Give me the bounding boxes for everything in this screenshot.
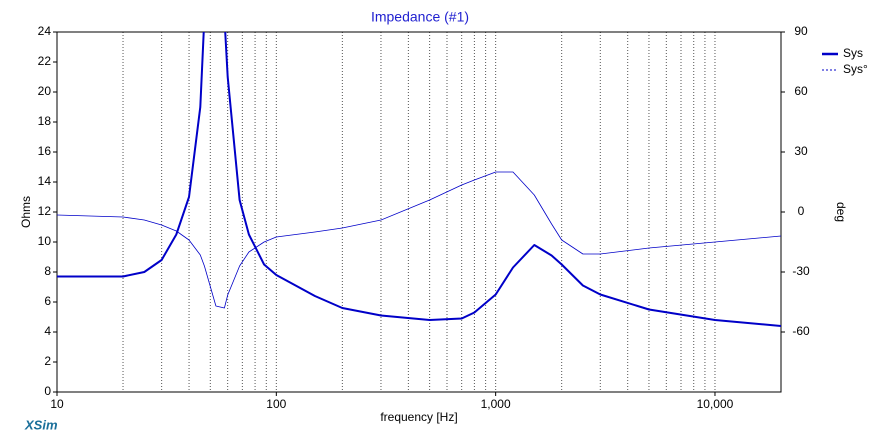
series-line: [57, 171, 781, 309]
y2-tick-label: 0: [798, 204, 805, 218]
chart-title: Impedance (#1): [371, 9, 469, 25]
y-tick-label: 8: [44, 264, 51, 278]
legend-label: Sys: [843, 46, 863, 60]
y-axis-label: Ohms: [19, 196, 33, 228]
y2-tick-label: 90: [794, 24, 808, 38]
y-tick-label: 10: [38, 234, 52, 248]
y-tick-label: 18: [38, 114, 52, 128]
y-tick-label: 12: [38, 204, 52, 218]
y2-tick-label: 30: [794, 144, 808, 158]
x-tick-label: 1,000: [481, 397, 511, 411]
x-tick-label: 10: [50, 397, 64, 411]
x-tick-label: 10,000: [697, 397, 734, 411]
y2-axis-label: deg: [834, 202, 848, 222]
y2-tick-label: -30: [792, 264, 810, 278]
y-tick-label: 20: [38, 84, 52, 98]
legend-label: Sys°: [843, 62, 868, 76]
watermark: XSim: [24, 417, 58, 432]
y-tick-label: 22: [38, 54, 52, 68]
series-line: [57, 32, 781, 327]
y-tick-label: 4: [44, 324, 51, 338]
y2-tick-label: 60: [794, 84, 808, 98]
x-axis-label: frequency [Hz]: [380, 410, 457, 424]
y-tick-label: 6: [44, 294, 51, 308]
y-tick-label: 24: [38, 24, 52, 38]
y-tick-label: 2: [44, 354, 51, 368]
y2-tick-label: -60: [792, 324, 810, 338]
y-tick-label: 14: [38, 174, 52, 188]
y-tick-label: 0: [44, 384, 51, 398]
y-tick-label: 16: [38, 144, 52, 158]
x-tick-label: 100: [266, 397, 286, 411]
